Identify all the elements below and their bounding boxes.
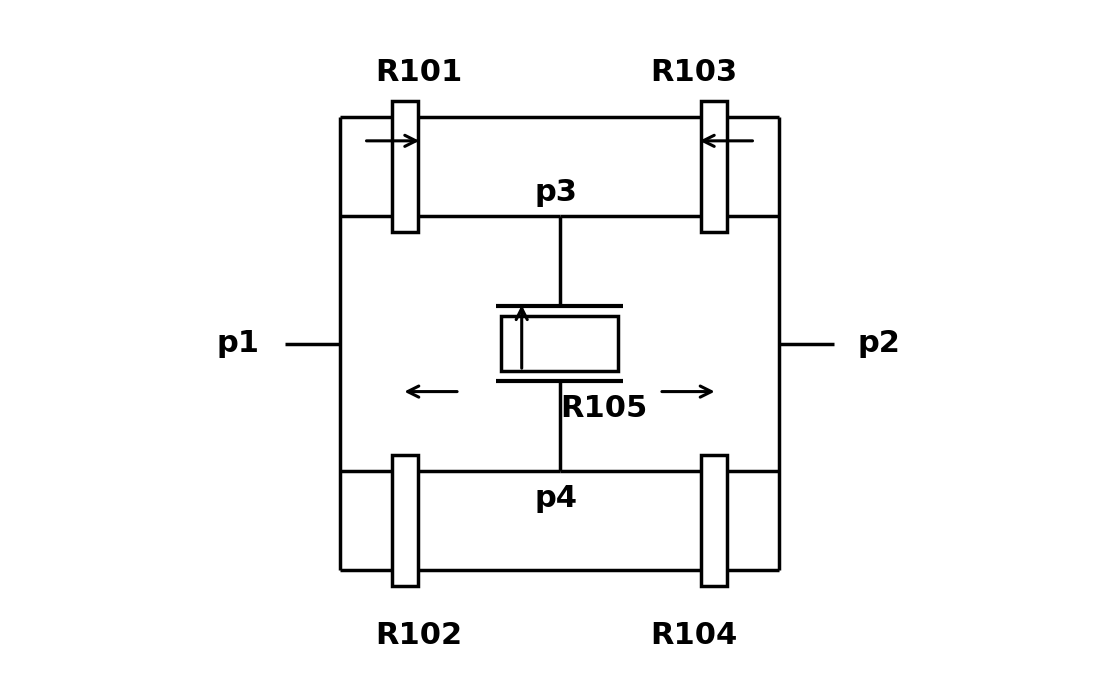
Text: p2: p2 [857, 329, 901, 358]
Text: p3: p3 [535, 178, 577, 207]
Bar [501, 316, 618, 371]
Bar [700, 102, 727, 232]
Bar [392, 102, 419, 232]
Text: R102: R102 [375, 621, 462, 650]
Bar [392, 455, 419, 585]
Text: R103: R103 [650, 58, 737, 87]
Text: p4: p4 [535, 484, 577, 513]
Text: R104: R104 [650, 621, 737, 650]
Text: R105: R105 [561, 394, 648, 423]
Text: p1: p1 [216, 329, 260, 358]
Bar [700, 455, 727, 585]
Text: R101: R101 [375, 58, 462, 87]
